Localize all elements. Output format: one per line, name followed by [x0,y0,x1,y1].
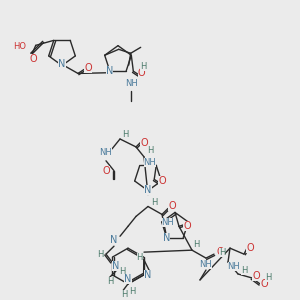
Text: O: O [168,202,176,212]
Text: O: O [216,247,224,257]
Text: H: H [140,62,146,71]
Text: N: N [144,271,152,281]
Text: H: H [265,274,271,283]
Text: H: H [129,287,135,296]
Text: NH: NH [200,260,212,268]
Text: N: N [124,274,132,284]
Text: H: H [241,266,247,274]
Text: O: O [260,279,268,289]
Text: O: O [183,221,191,231]
Text: H: H [121,290,127,299]
Text: O: O [246,243,254,253]
Text: O: O [158,176,166,186]
Text: HO: HO [13,42,26,51]
Text: O: O [30,54,38,64]
Text: H: H [147,146,153,155]
Text: H: H [119,268,125,277]
Text: H: H [193,240,199,249]
Text: NH: NH [125,79,138,88]
Text: N: N [106,66,113,76]
Text: O: O [102,166,110,176]
Text: N: N [112,261,120,271]
Text: O: O [137,68,145,78]
Text: H: H [219,248,225,256]
Text: NH: NH [100,148,112,158]
Text: NH: NH [162,218,174,227]
Text: H: H [151,198,157,207]
Text: H: H [97,250,103,259]
Text: N: N [110,235,118,245]
Text: O: O [252,271,260,281]
Text: N: N [163,232,170,243]
Text: H: H [136,253,143,262]
Text: N: N [58,58,66,68]
Text: O: O [140,138,148,148]
Text: NH: NH [228,262,240,271]
Text: N: N [144,184,152,195]
Text: H: H [107,278,113,286]
Text: H: H [122,130,128,139]
Text: NH: NH [144,158,156,167]
Text: O: O [84,62,92,73]
